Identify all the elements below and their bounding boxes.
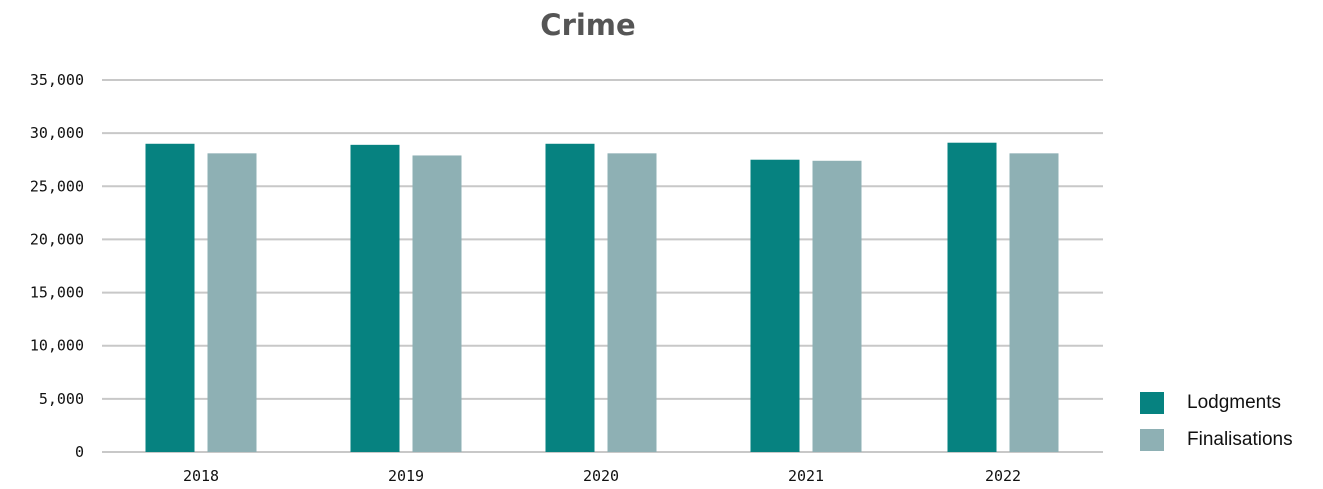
x-tick-label: 2018 <box>183 467 219 485</box>
legend-item-finalisations: Finalisations <box>1140 427 1293 453</box>
y-tick-label: 15,000 <box>30 284 84 302</box>
x-tick-label: 2020 <box>583 467 619 485</box>
legend-swatch-lodgments <box>1140 392 1164 414</box>
legend-label-lodgments: Lodgments <box>1187 392 1282 413</box>
chart-title: Crime <box>540 8 636 42</box>
legend-label-finalisations: Finalisations <box>1187 429 1293 450</box>
bar-lodgments-2021 <box>750 159 800 452</box>
bar-finalisations-2022 <box>1009 153 1059 452</box>
bar-lodgments-2018 <box>145 143 195 452</box>
y-tick-label: 25,000 <box>30 177 84 195</box>
gridlines <box>102 79 1103 453</box>
bar-finalisations-2018 <box>207 153 257 452</box>
bar-lodgments-2022 <box>947 142 997 453</box>
bar-lodgments-2020 <box>545 143 595 452</box>
y-axis-ticks: 0 5,000 10,000 15,000 20,000 25,000 30,000 35,0… <box>30 71 84 461</box>
bar-finalisations-2021 <box>812 160 862 452</box>
y-tick-label: 10,000 <box>30 337 84 355</box>
bar-lodgments-2019 <box>350 144 400 452</box>
bar-finalisations-2020 <box>607 153 657 452</box>
bar-finalisations-2019 <box>412 155 462 452</box>
y-tick-label: 30,000 <box>30 124 84 142</box>
y-tick-label: 35,000 <box>30 71 84 89</box>
x-axis-ticks: 2018 2019 2020 2021 2022 <box>183 467 1021 485</box>
x-tick-label: 2019 <box>388 467 424 485</box>
legend: Lodgments Finalisations <box>1140 390 1293 464</box>
legend-item-lodgments: Lodgments <box>1140 390 1293 416</box>
y-tick-label: 20,000 <box>30 230 84 248</box>
bars <box>145 142 1059 453</box>
x-tick-label: 2022 <box>985 467 1021 485</box>
x-tick-label: 2021 <box>788 467 824 485</box>
legend-swatch-finalisations <box>1140 429 1164 451</box>
y-tick-label: 0 <box>75 443 84 461</box>
y-tick-label: 5,000 <box>39 390 84 408</box>
